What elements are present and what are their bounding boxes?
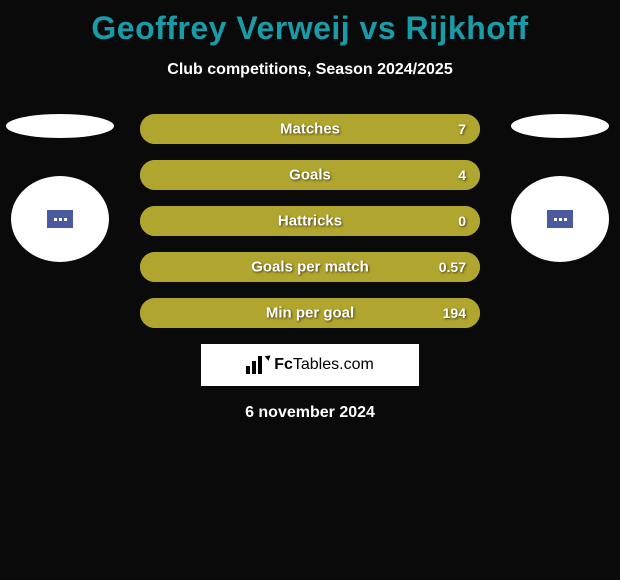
chart-icon [246,356,268,374]
club-crest-icon [547,210,573,228]
brand-suffix: Tables.com [293,356,374,373]
comparison-content: Matches 7 Goals 4 Hattricks 0 Goals per … [0,114,620,422]
stat-label: Matches [280,121,340,138]
stat-label: Goals per match [251,259,369,276]
right-club-badge [511,176,609,262]
stat-row: Hattricks 0 [140,206,480,236]
subtitle: Club competitions, Season 2024/2025 [0,61,620,79]
brand-prefix: Fc [274,356,293,373]
left-flag-icon [6,114,114,138]
page-title: Geoffrey Verweij vs Rijkhoff [0,0,620,47]
right-player-column [500,114,620,262]
date-label: 6 november 2024 [0,404,620,422]
stat-value: 0.57 [439,259,466,275]
stat-row: Matches 7 [140,114,480,144]
right-flag-icon [511,114,609,138]
club-crest-icon [47,210,73,228]
left-player-column [0,114,120,262]
left-club-badge [11,176,109,262]
stat-value: 4 [458,167,466,183]
stat-label: Min per goal [266,305,354,322]
stat-label: Hattricks [278,213,342,230]
stat-value: 0 [458,213,466,229]
stat-row: Goals 4 [140,160,480,190]
stat-value: 7 [458,121,466,137]
stat-label: Goals [289,167,331,184]
brand-badge: FcTables.com [201,344,419,386]
stat-row: Min per goal 194 [140,298,480,328]
stat-value: 194 [443,305,466,321]
stat-row: Goals per match 0.57 [140,252,480,282]
brand-text: FcTables.com [274,356,374,374]
stats-bars: Matches 7 Goals 4 Hattricks 0 Goals per … [140,114,480,328]
